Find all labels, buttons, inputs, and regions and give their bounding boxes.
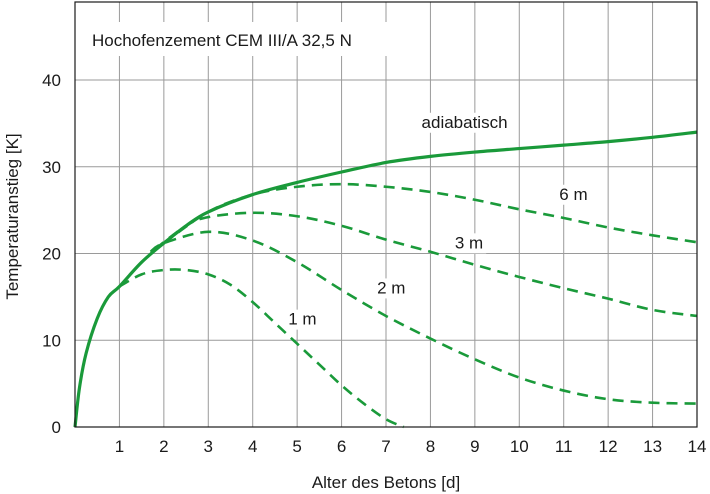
y-tick-label: 10 [42,331,61,350]
series-line-1-m [118,268,405,429]
chart-title-background [82,22,417,56]
series-label-background [556,184,591,205]
y-axis-title: Temperaturanstieg [K] [3,133,22,299]
chart-title: Hochofenzement CEM III/A 32,5 N [92,31,352,50]
x-tick-label: 2 [159,437,168,456]
x-tick-label: 4 [248,437,257,456]
x-tick-label: 1 [115,437,124,456]
y-tick-label: 30 [42,158,61,177]
x-tick-label: 9 [470,437,479,456]
horizontal-grid [75,79,697,341]
x-tick-label: 10 [510,437,529,456]
y-tick-label: 0 [52,418,61,437]
vertical-grid [118,2,654,427]
x-axis-title: Alter des Betons [d] [312,473,460,492]
series-label-background [285,309,320,330]
series-label-2-m: 2 m [377,278,405,297]
y-tick-label: 40 [42,71,61,90]
x-tick-label: 6 [337,437,346,456]
series-label-background [374,278,409,299]
plot-frame [74,1,698,428]
x-tick-label: 3 [204,437,213,456]
x-tick-label: 11 [555,437,573,456]
series-label-layer: adiabatisch 6 m 3 m 2 m 1 m [285,112,591,330]
x-tick-label: 7 [381,437,390,456]
series-line-adiabatisch [73,130,698,428]
series-line-3-m [154,211,698,318]
series-label-adiabatisch: adiabatisch [422,113,508,132]
series-label-background [451,233,487,254]
series-label-6-m: 6 m [559,185,587,204]
series-layer [73,130,698,429]
y-tick-labels: 0 10 20 30 40 [42,71,61,437]
x-tick-label: 13 [643,437,662,456]
series-label-1-m: 1 m [288,310,316,329]
series-label-background [418,112,511,133]
y-tick-label: 20 [42,245,61,264]
x-tick-label: 5 [292,437,301,456]
x-tick-label: 8 [426,437,435,456]
x-tick-labels: 1 2 3 4 5 6 7 8 9 10 11 12 13 14 [115,437,707,456]
x-tick-label: 14 [688,437,707,456]
series-label-3-m: 3 m [455,233,483,252]
series-line-2-m [149,230,698,405]
x-tick-label: 12 [599,437,618,456]
